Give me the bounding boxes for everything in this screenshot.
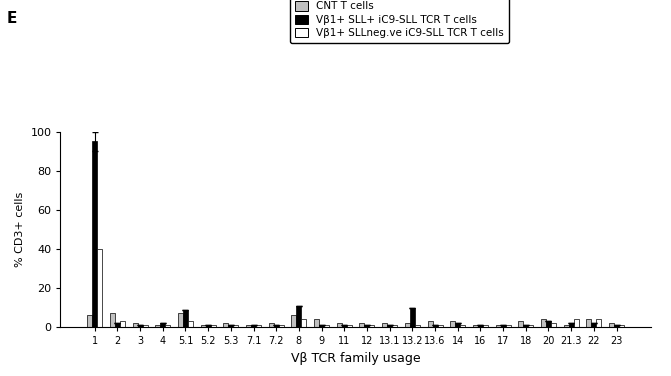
Bar <box>382 323 387 327</box>
Bar <box>364 325 370 327</box>
Bar <box>460 325 465 327</box>
Bar <box>427 321 433 327</box>
Bar <box>523 325 528 327</box>
Y-axis label: % CD3+ cells: % CD3+ cells <box>15 192 25 267</box>
Bar <box>143 325 148 327</box>
Bar <box>188 321 193 327</box>
Bar <box>278 325 284 327</box>
Bar <box>256 325 261 327</box>
Bar <box>360 323 364 327</box>
Bar <box>473 325 478 327</box>
Bar <box>246 325 251 327</box>
Bar <box>234 325 238 327</box>
Bar <box>541 319 546 327</box>
Bar <box>178 314 183 327</box>
Bar <box>319 325 324 327</box>
Bar <box>387 325 392 327</box>
Bar <box>301 319 307 327</box>
Bar <box>496 325 501 327</box>
Bar <box>574 319 578 327</box>
Bar <box>591 323 597 327</box>
Bar <box>228 325 234 327</box>
Bar <box>455 323 460 327</box>
Bar <box>291 315 297 327</box>
Bar <box>165 325 170 327</box>
Bar <box>342 325 347 327</box>
Bar <box>586 319 591 327</box>
Bar <box>115 323 120 327</box>
Bar <box>546 321 551 327</box>
Bar <box>201 325 206 327</box>
Bar <box>274 325 278 327</box>
Bar <box>324 325 329 327</box>
Bar <box>405 323 410 327</box>
Bar <box>478 325 483 327</box>
Bar <box>97 249 102 327</box>
Bar <box>251 325 256 327</box>
Bar <box>206 325 211 327</box>
Bar <box>518 321 523 327</box>
Bar <box>437 325 443 327</box>
Bar <box>597 319 601 327</box>
Bar <box>501 325 505 327</box>
Bar <box>297 306 301 327</box>
Bar <box>392 325 397 327</box>
Bar <box>551 323 556 327</box>
Bar <box>433 325 437 327</box>
Bar <box>160 323 165 327</box>
Bar <box>568 323 574 327</box>
Bar <box>614 325 619 327</box>
Bar <box>110 314 115 327</box>
Bar <box>564 325 568 327</box>
Bar <box>87 315 92 327</box>
Bar <box>347 325 352 327</box>
Bar <box>370 325 374 327</box>
Bar <box>483 325 488 327</box>
Bar <box>120 321 125 327</box>
Bar <box>609 323 614 327</box>
Bar <box>223 323 228 327</box>
X-axis label: Vβ TCR family usage: Vβ TCR family usage <box>291 352 421 365</box>
Bar <box>505 325 511 327</box>
Bar <box>410 308 415 327</box>
Bar <box>314 319 319 327</box>
Bar <box>92 141 97 327</box>
Bar <box>619 325 624 327</box>
Bar <box>155 325 160 327</box>
Bar <box>138 325 143 327</box>
Legend: CNT T cells, Vβ1+ SLL+ iC9-SLL TCR T cells, Vβ1+ SLLneg.ve iC9-SLL TCR T cells: CNT T cells, Vβ1+ SLL+ iC9-SLL TCR T cel… <box>290 0 509 43</box>
Text: E: E <box>7 11 17 26</box>
Bar <box>133 323 138 327</box>
Bar <box>337 323 342 327</box>
Bar <box>415 325 420 327</box>
Bar <box>450 321 455 327</box>
Bar <box>528 325 533 327</box>
Bar <box>211 325 215 327</box>
Bar <box>268 323 274 327</box>
Bar <box>183 309 188 327</box>
